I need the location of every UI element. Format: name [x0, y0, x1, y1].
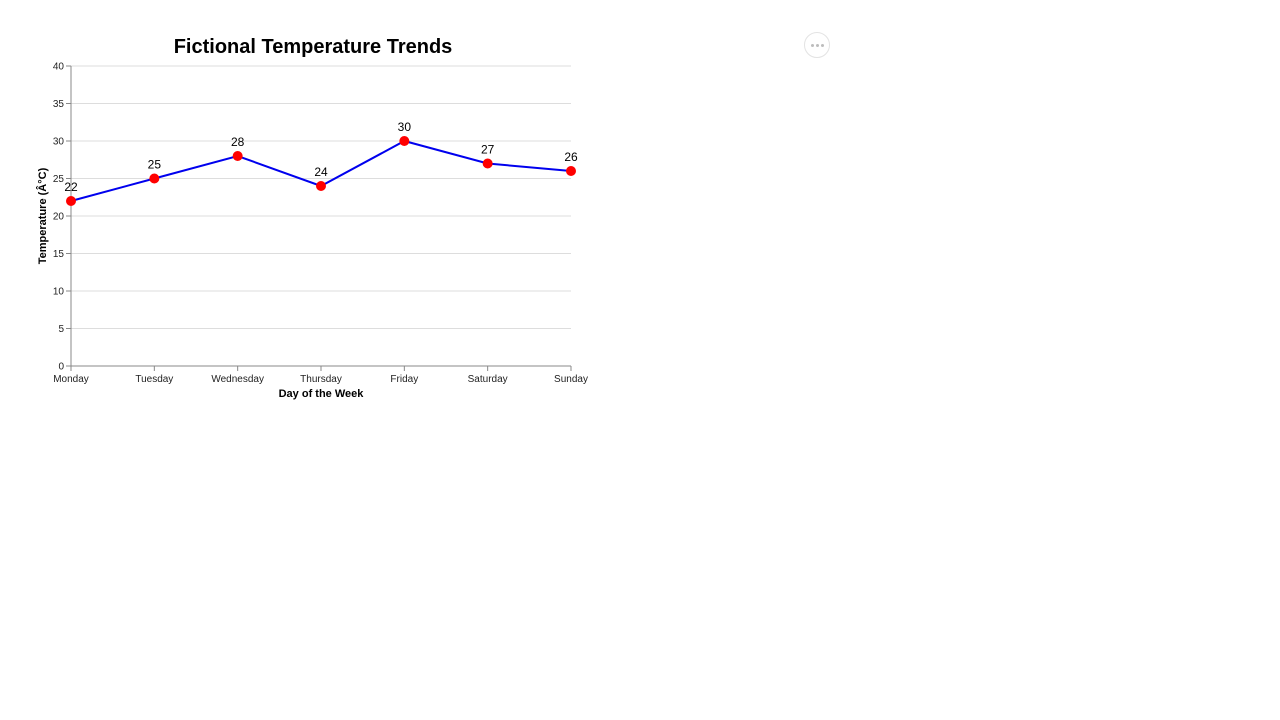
data-label: 22 [64, 180, 78, 194]
data-point [399, 136, 410, 146]
y-tick-label: 30 [53, 137, 65, 148]
y-tick-label: 10 [53, 287, 65, 298]
data-label: 24 [314, 165, 328, 179]
data-point [566, 166, 576, 176]
x-tick-label: Wednesday [211, 374, 264, 385]
temperature-series [66, 136, 576, 206]
data-label: 28 [231, 135, 245, 149]
data-label: 27 [481, 143, 495, 157]
y-tick-label: 25 [53, 174, 65, 185]
gridlines [71, 65, 571, 329]
data-point [66, 196, 76, 206]
data-point [149, 173, 160, 184]
y-tick-label: 40 [53, 62, 65, 73]
y-tick-label: 0 [58, 362, 64, 373]
y-tick-label: 5 [58, 324, 64, 335]
y-tick-label: 20 [53, 212, 65, 223]
x-tick-label: Monday [53, 374, 89, 385]
y-tick-label: 35 [53, 99, 65, 110]
data-label: 25 [148, 158, 162, 172]
y-axis-title: Temperature (Â°C) [36, 167, 49, 264]
x-tick-label: Friday [390, 374, 418, 385]
data-label: 30 [398, 120, 412, 134]
data-labels: 22 25 28 24 30 27 26 [64, 120, 578, 194]
x-tick-label: Thursday [300, 374, 342, 385]
axes [66, 65, 572, 371]
data-point [316, 181, 326, 191]
x-tick-label: Tuesday [135, 374, 173, 385]
x-tick-label: Saturday [468, 374, 508, 385]
x-tick-label: Sunday [554, 374, 588, 385]
data-label: 26 [564, 150, 578, 164]
chart-menu-button[interactable] [804, 32, 830, 58]
more-horizontal-icon-dot [820, 43, 824, 47]
data-point [482, 158, 493, 169]
chart-title: Fictional Temperature Trends [174, 36, 453, 58]
x-tick-labels: Monday Tuesday Wednesday Thursday Friday Satu… [53, 374, 588, 385]
x-axis-title: Day of the Week [279, 388, 365, 400]
data-point [232, 151, 243, 161]
more-horizontal-icon [810, 43, 814, 47]
y-tick-label: 15 [53, 249, 65, 260]
y-tick-labels: 0 5 10 15 20 25 30 35 40 [53, 62, 65, 373]
more-horizontal-icon-dot [815, 43, 819, 47]
